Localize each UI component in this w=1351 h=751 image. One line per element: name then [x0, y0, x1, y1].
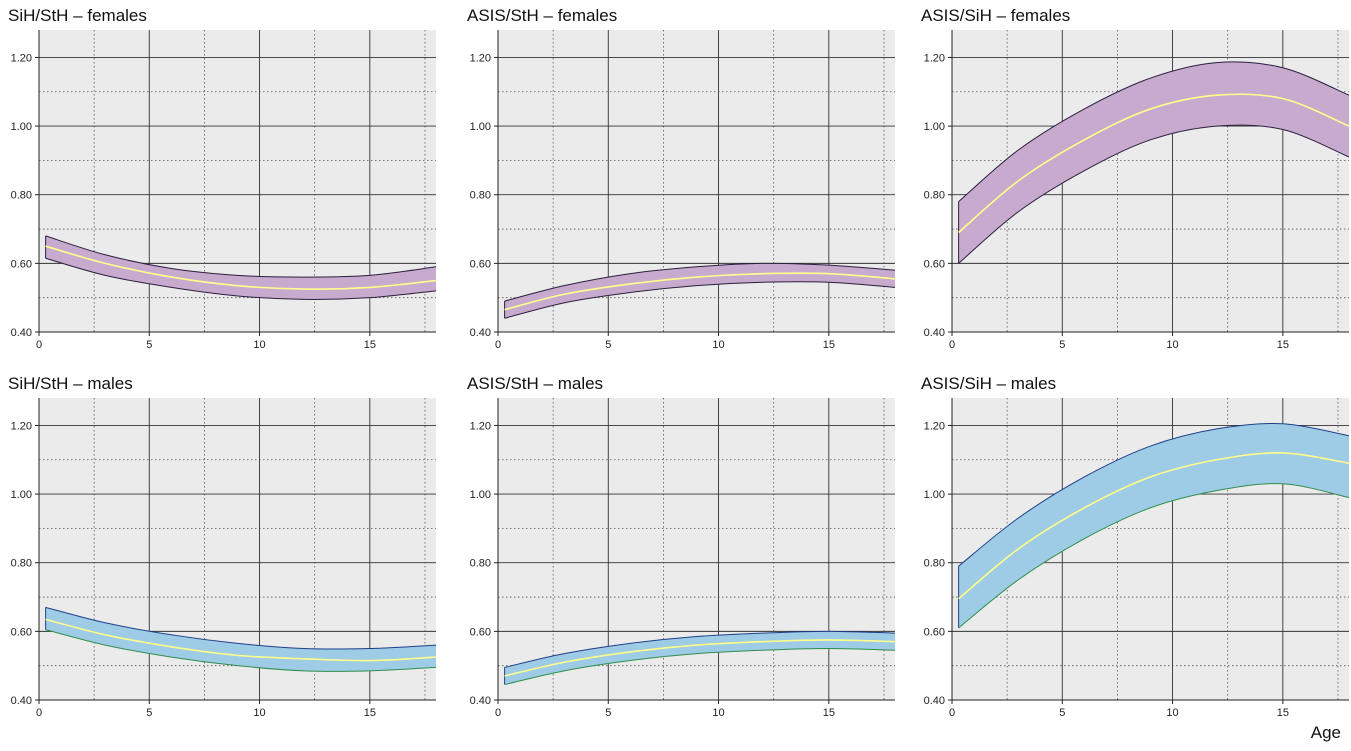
x-axis-label: Age	[1310, 723, 1341, 742]
x-tick-label: 10	[253, 707, 265, 719]
x-tick-label: 15	[823, 707, 835, 719]
chart-panel-2: ASIS/StH – females 0.40 0.60 0.80 1.00 1.20 0…	[467, 6, 897, 351]
median-line	[504, 272, 896, 311]
x-tick-label: 0	[495, 339, 501, 351]
upper-percentile-line	[958, 422, 1350, 567]
chart-title: ASIS/StH – males	[467, 374, 604, 393]
chart-panel-1: SiH/StH – females 0.40 0.60 0.80 1.00 1.20 0 5…	[8, 6, 438, 351]
upper-percentile-line	[504, 630, 896, 668]
y-tick-label: 0.80	[924, 190, 945, 202]
median-line	[958, 93, 1350, 234]
x-tick-label: 15	[823, 339, 835, 351]
chart-title: ASIS/SiH – males	[921, 374, 1057, 393]
x-tick-label: 10	[253, 339, 265, 351]
percentile-band	[45, 235, 437, 300]
lower-percentile-line	[958, 124, 1350, 264]
y-tick-label: 1.20	[470, 420, 491, 432]
y-tick-label: 1.20	[924, 52, 945, 64]
chart-svg: 0.40 0.60 0.80 1.00 1.20 0 5 10 15	[924, 398, 1350, 719]
percentile-band	[504, 631, 895, 685]
y-tick-label: 0.40	[924, 327, 945, 339]
y-tick-label: 0.60	[11, 258, 32, 270]
x-tick-label: 15	[1277, 339, 1289, 351]
median-line	[45, 618, 437, 662]
lower-percentile-line	[504, 281, 896, 319]
y-tick-label: 1.20	[470, 52, 491, 64]
percentile-band	[958, 61, 1349, 264]
lower-percentile-line	[45, 629, 437, 672]
percentile-band	[504, 263, 895, 319]
y-tick-label: 0.40	[11, 327, 32, 339]
upper-percentile-line	[958, 61, 1350, 202]
lower-percentile-line	[504, 648, 896, 686]
y-tick-label: 1.00	[924, 489, 945, 501]
y-tick-label: 0.60	[470, 258, 491, 270]
x-tick-label: 5	[146, 707, 152, 719]
x-tick-label: 10	[1166, 707, 1178, 719]
x-tick-label: 10	[712, 707, 724, 719]
y-tick-label: 1.00	[470, 121, 491, 133]
percentile-band	[958, 423, 1349, 628]
y-tick-label: 0.60	[11, 626, 32, 638]
lower-percentile-line	[958, 483, 1350, 629]
y-tick-label: 0.40	[924, 695, 945, 707]
y-tick-label: 0.80	[470, 190, 491, 202]
y-tick-label: 1.20	[11, 420, 32, 432]
chart-svg: 0.40 0.60 0.80 1.00 1.20 0 5 10 15	[11, 398, 437, 719]
y-tick-label: 0.40	[470, 695, 491, 707]
y-tick-label: 0.40	[470, 327, 491, 339]
x-tick-label: 5	[146, 339, 152, 351]
median-line	[504, 639, 896, 677]
chart-title: SiH/StH – males	[8, 374, 133, 393]
x-tick-label: 0	[36, 707, 42, 719]
x-tick-label: 5	[1059, 339, 1065, 351]
chart-svg: 0.40 0.60 0.80 1.00 1.20 0 5 10 15	[11, 30, 437, 351]
chart-panel-4: SiH/StH – males 0.40 0.60 0.80 1.00 1.20 0 5 10…	[8, 374, 438, 719]
x-tick-label: 15	[364, 339, 376, 351]
y-tick-label: 0.80	[11, 558, 32, 570]
upper-percentile-line	[504, 262, 896, 302]
upper-percentile-line	[45, 235, 437, 278]
x-tick-label: 0	[495, 707, 501, 719]
y-tick-label: 0.80	[11, 190, 32, 202]
chart-panel-6: ASIS/SiH – males 0.40 0.60 0.80 1.00 1.20 0 5 1…	[921, 374, 1351, 719]
x-tick-label: 15	[1277, 707, 1289, 719]
y-tick-label: 0.60	[470, 626, 491, 638]
chart-title: ASIS/SiH – females	[921, 6, 1071, 25]
y-tick-label: 0.60	[924, 626, 945, 638]
x-tick-label: 5	[1059, 707, 1065, 719]
chart-panel-5: ASIS/StH – males 0.40 0.60 0.80 1.00 1.20 0 5 1…	[467, 374, 897, 719]
chart-panel-3: ASIS/SiH – females 0.40 0.60 0.80 1.00 1.20 0…	[921, 6, 1351, 351]
x-tick-label: 15	[364, 707, 376, 719]
x-tick-label: 0	[36, 339, 42, 351]
x-tick-label: 5	[605, 339, 611, 351]
lower-percentile-line	[45, 257, 437, 300]
y-tick-label: 1.20	[11, 52, 32, 64]
y-tick-label: 1.00	[924, 121, 945, 133]
x-tick-label: 5	[605, 707, 611, 719]
x-tick-label: 0	[949, 707, 955, 719]
y-tick-label: 1.00	[11, 121, 32, 133]
y-tick-label: 1.00	[470, 489, 491, 501]
upper-percentile-line	[45, 606, 437, 650]
x-tick-label: 10	[1166, 339, 1178, 351]
chart-svg: 0.40 0.60 0.80 1.00 1.20 0 5 10 15	[470, 30, 896, 351]
median-line	[958, 452, 1350, 600]
median-line	[45, 245, 437, 290]
chart-svg: 0.40 0.60 0.80 1.00 1.20 0 5 10 15	[470, 398, 896, 719]
y-tick-label: 0.60	[924, 258, 945, 270]
x-tick-label: 0	[949, 339, 955, 351]
percentile-band	[45, 607, 437, 672]
y-tick-label: 0.80	[924, 558, 945, 570]
y-tick-label: 1.20	[924, 420, 945, 432]
x-tick-label: 10	[712, 339, 724, 351]
chart-svg: 0.40 0.60 0.80 1.00 1.20 0 5 10 15	[924, 30, 1350, 351]
chart-title: ASIS/StH – females	[467, 6, 618, 25]
y-tick-label: 0.40	[11, 695, 32, 707]
chart-title: SiH/StH – females	[8, 6, 147, 25]
y-tick-label: 1.00	[11, 489, 32, 501]
y-tick-label: 0.80	[470, 558, 491, 570]
